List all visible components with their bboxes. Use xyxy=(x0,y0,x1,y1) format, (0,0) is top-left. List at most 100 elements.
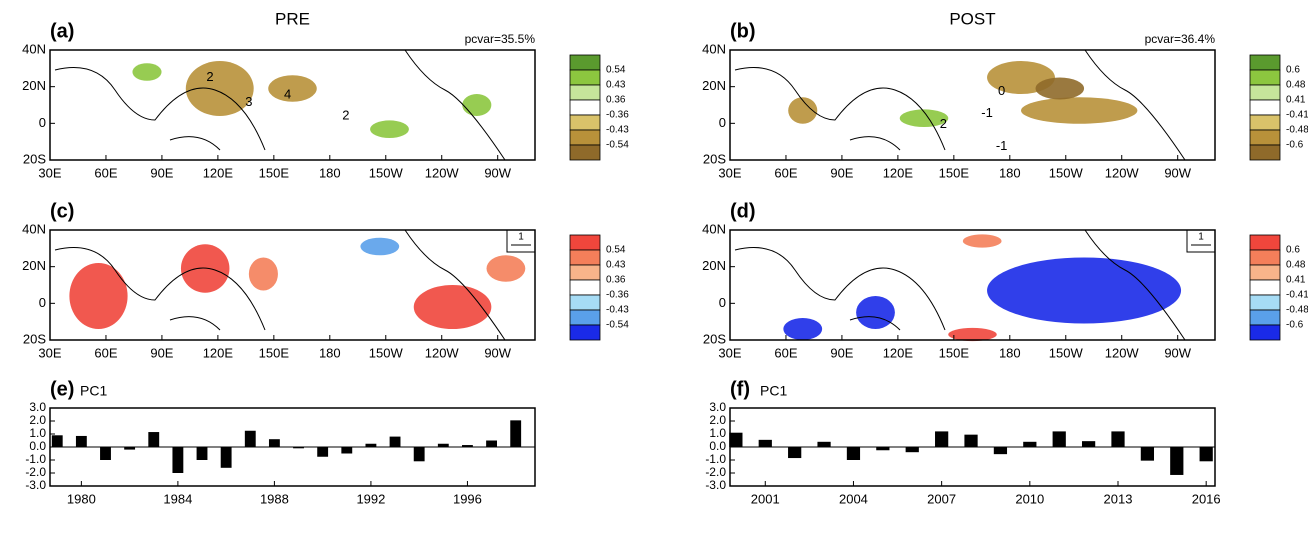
colorbar-box xyxy=(1249,69,1281,86)
colorbar-box xyxy=(569,264,601,281)
bar xyxy=(317,447,329,457)
x-tick-label: 60E xyxy=(774,345,797,360)
panel-title: PRE xyxy=(275,9,310,28)
frame xyxy=(49,229,536,341)
x-tick-label: 150W xyxy=(1049,165,1084,180)
colorbar-box xyxy=(1249,99,1281,116)
shading xyxy=(370,120,409,138)
bar xyxy=(993,447,1008,455)
x-tick-label: 2004 xyxy=(839,491,868,506)
x-tick-label: 30E xyxy=(718,165,741,180)
colorbar-box xyxy=(1249,54,1281,71)
x-tick-label: 2016 xyxy=(1192,491,1221,506)
x-tick-label: 90W xyxy=(1164,345,1191,360)
colorbar-label: 0.6 xyxy=(1286,65,1300,76)
colorbar-box xyxy=(569,144,601,161)
y-tick-label: -2.0 xyxy=(25,465,46,479)
bar xyxy=(124,447,136,450)
bar xyxy=(196,447,208,460)
y-tick-label: -3.0 xyxy=(25,478,46,492)
colorbar-box xyxy=(569,279,601,296)
y-tick-label: 1.0 xyxy=(29,426,46,440)
x-tick-label: 30E xyxy=(38,345,61,360)
shading xyxy=(462,94,492,116)
x-tick-label: 120E xyxy=(203,165,234,180)
colorbar-box xyxy=(569,294,601,311)
y-tick-label: -2.0 xyxy=(705,465,726,479)
colorbar-box xyxy=(1249,279,1281,296)
y-tick-label: 20S xyxy=(23,331,46,346)
colorbar-box xyxy=(569,114,601,131)
x-tick-label: 60E xyxy=(774,165,797,180)
x-tick-label: 120W xyxy=(425,165,460,180)
shading xyxy=(1020,97,1138,124)
bar xyxy=(51,435,63,447)
y-tick-label: 0 xyxy=(39,295,46,310)
colorbar-label: 0.6 xyxy=(1286,245,1300,256)
x-tick-label: 180 xyxy=(319,345,341,360)
colorbar-box xyxy=(1249,114,1281,131)
bar xyxy=(964,434,978,447)
contour-label: 0 xyxy=(998,83,1005,98)
colorbar-box xyxy=(569,129,601,146)
map-panel: 1 0.54 0.43 0.36 -0.36 -0.43 -0.54 30E 60E 90E 120… xyxy=(22,200,629,360)
colorbar-box xyxy=(1249,264,1281,281)
colorbar-label: 0.54 xyxy=(606,245,626,256)
bar xyxy=(462,445,473,447)
colorbar-label: 0.48 xyxy=(1286,80,1306,91)
bar xyxy=(817,441,831,447)
shading xyxy=(185,61,254,116)
colorbar-box xyxy=(1249,324,1281,341)
x-tick-label: 2001 xyxy=(751,491,780,506)
reference-vector-label: 1 xyxy=(518,232,524,243)
bar xyxy=(1199,447,1213,462)
colorbar-box xyxy=(1249,249,1281,266)
y-tick-label: 20N xyxy=(22,78,46,93)
x-tick-label: 60E xyxy=(94,165,117,180)
shading xyxy=(783,318,823,340)
contour-label: -1 xyxy=(981,105,993,120)
x-tick-label: 150E xyxy=(259,345,290,360)
colorbar-box xyxy=(569,99,601,116)
bar xyxy=(220,447,232,468)
bar xyxy=(1081,441,1096,447)
bar xyxy=(389,436,401,447)
x-tick-label: 120W xyxy=(425,345,460,360)
colorbar-label: -0.36 xyxy=(606,110,629,121)
bar xyxy=(1111,431,1125,447)
x-tick-label: 120E xyxy=(883,345,914,360)
y-tick-label: 40N xyxy=(702,221,726,236)
colorbar-label: -0.43 xyxy=(606,125,629,136)
x-tick-label: 150E xyxy=(259,165,290,180)
y-tick-label: -3.0 xyxy=(705,478,726,492)
map-panel: 1 0.6 0.48 0.41 -0.41 -0.48 -0.6 30E 60E 90E 120E 1… xyxy=(702,200,1308,360)
colorbar-box xyxy=(569,69,601,86)
ocean xyxy=(50,50,535,160)
x-tick-label: 150E xyxy=(939,345,970,360)
bar xyxy=(1140,447,1155,461)
y-tick-label: 3.0 xyxy=(29,400,46,414)
colorbar-label: 0.43 xyxy=(606,80,626,91)
colorbar-label: -0.6 xyxy=(1286,320,1304,331)
colorbar-label: -0.36 xyxy=(606,290,629,301)
colorbar-box xyxy=(1249,309,1281,326)
colorbar-label: -0.43 xyxy=(606,305,629,316)
bar xyxy=(510,420,522,447)
colorbar-label: -0.54 xyxy=(606,320,629,331)
bar xyxy=(935,431,949,447)
colorbar-box xyxy=(569,84,601,101)
shading xyxy=(486,255,526,282)
y-tick-label: 20S xyxy=(23,151,46,166)
x-tick-label: 150E xyxy=(939,165,970,180)
contour-label: 2 xyxy=(940,116,947,131)
colorbar-label: 0.41 xyxy=(1286,95,1306,106)
y-tick-label: 20S xyxy=(703,331,726,346)
contour-label: 2 xyxy=(342,107,349,122)
shading xyxy=(962,234,1002,248)
y-tick-label: 0 xyxy=(719,115,726,130)
x-tick-label: 90E xyxy=(150,165,173,180)
colorbar-label: 0.36 xyxy=(606,95,626,106)
shading xyxy=(132,63,162,81)
frame xyxy=(729,49,1216,161)
coastline xyxy=(54,229,506,341)
